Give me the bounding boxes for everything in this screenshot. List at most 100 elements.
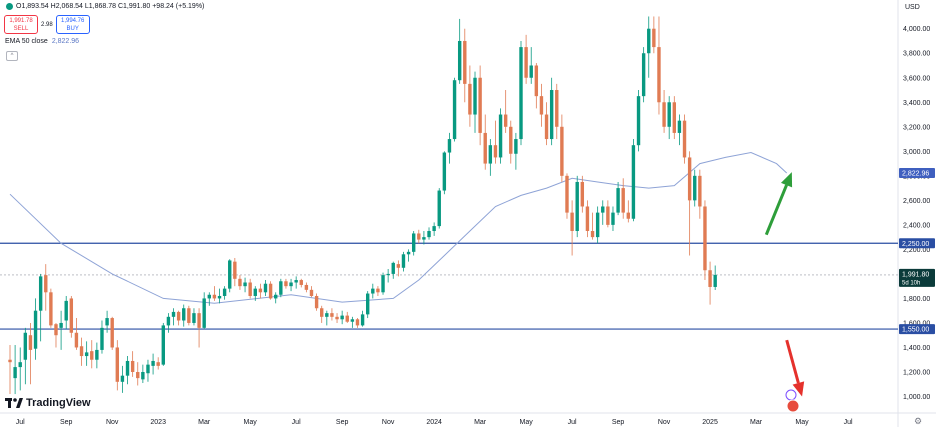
candle-body [202,298,206,328]
candle-body [156,362,160,366]
candle-body [64,300,68,321]
candle-body [560,126,564,176]
candle-body [621,188,625,213]
candle-body [687,157,692,201]
candle-body [233,261,237,279]
candle-body [442,152,447,191]
candle-body [606,206,610,225]
trend-arrow-shaft [764,184,788,236]
candle-body [222,288,227,296]
candle-body [698,175,702,207]
candle-body [647,28,651,54]
candle-body [391,262,395,274]
candle-body [432,226,436,232]
candle-body [493,145,498,158]
candle-body [79,346,84,357]
candle-body [238,278,242,287]
candle-body [182,308,186,321]
candle-body [274,294,278,299]
flag-event-icon [786,399,800,413]
ema-price-tag [899,168,935,179]
candle-body [657,47,661,103]
candle-body [549,90,554,140]
spread-value: 2.98 [41,21,53,28]
candle-body [427,231,431,238]
x-tick-label: Mar [750,419,763,426]
level-price-label: 1,550.00 [902,327,929,334]
x-tick-label: Nov [382,419,395,426]
ema-label: EMA 50 close [5,38,48,45]
trend-arrow-shaft [785,339,800,384]
candle-body [519,47,523,140]
candle-body [320,308,324,317]
candle-body [565,175,569,213]
collapse-legend-button[interactable]: ^ [6,51,18,61]
sell-button[interactable]: 1,991.78 SELL [4,15,38,34]
candle-body [478,77,482,133]
bar-countdown-label: 5d 10h [902,280,920,286]
ema-50-line [9,151,788,304]
x-tick-label: 2025 [702,419,718,426]
tradingview-logo-icon [5,398,23,408]
ema-indicator-legend[interactable]: EMA 50 close 2,822.96 [5,38,79,45]
tradingview-logo[interactable]: TradingView [5,397,91,409]
x-tick-label: Jul [292,419,301,426]
y-tick-label: 1,200.00 [903,369,930,376]
last-price-label: 1,991.80 [902,271,929,278]
candle-body [325,313,329,317]
candle-body [90,351,94,360]
candle-body [335,316,339,320]
candle-body [529,65,533,78]
candle-body [693,175,697,201]
candle-body [667,102,671,127]
candle-body [253,288,257,296]
candle-body [417,233,421,240]
candle-body [59,322,63,328]
x-tick-label: Mar [474,419,487,426]
x-tick-label: Jul [844,419,853,426]
candle-body [595,212,600,238]
candle-body [289,282,293,287]
candle-body [69,298,74,333]
x-tick-label: Jul [568,419,577,426]
logo-text: TradingView [26,397,91,409]
x-tick-label: Nov [106,419,119,426]
candle-body [703,206,707,271]
candle-body [38,276,43,311]
candle-body [84,352,89,357]
candle-body [130,360,135,372]
candle-body [468,83,472,115]
candle-body [115,347,120,382]
ema-value: 2,822.96 [51,38,80,45]
candle-body [585,206,590,232]
candle-body [314,295,319,309]
candle-body [207,294,211,299]
market-status-icon [6,3,13,10]
candle-body [299,280,303,285]
candle-body [371,288,375,294]
candle-body [243,282,247,287]
candle-body [161,325,165,365]
candle-body [616,188,620,213]
candle-body [488,145,493,164]
candle-body [95,349,99,360]
sell-label: SELL [13,26,29,32]
candle-body [33,310,38,349]
candle-body [524,47,528,78]
candle-body [662,102,666,127]
y-tick-label: 1,800.00 [903,296,930,303]
candle-body [18,362,22,368]
candle-body [611,212,615,225]
x-tick-label: Jul [16,419,25,426]
candle-body [141,371,145,380]
candle-body [447,139,452,153]
gear-icon[interactable]: ⚙ [914,416,923,426]
candle-body [473,77,477,115]
candle-body [713,274,717,287]
candle-body [105,318,109,326]
trend-arrow-head [780,172,793,188]
buy-button[interactable]: 1,994.76 BUY [55,15,90,34]
candle-body [125,360,130,376]
candle-body [509,126,513,154]
